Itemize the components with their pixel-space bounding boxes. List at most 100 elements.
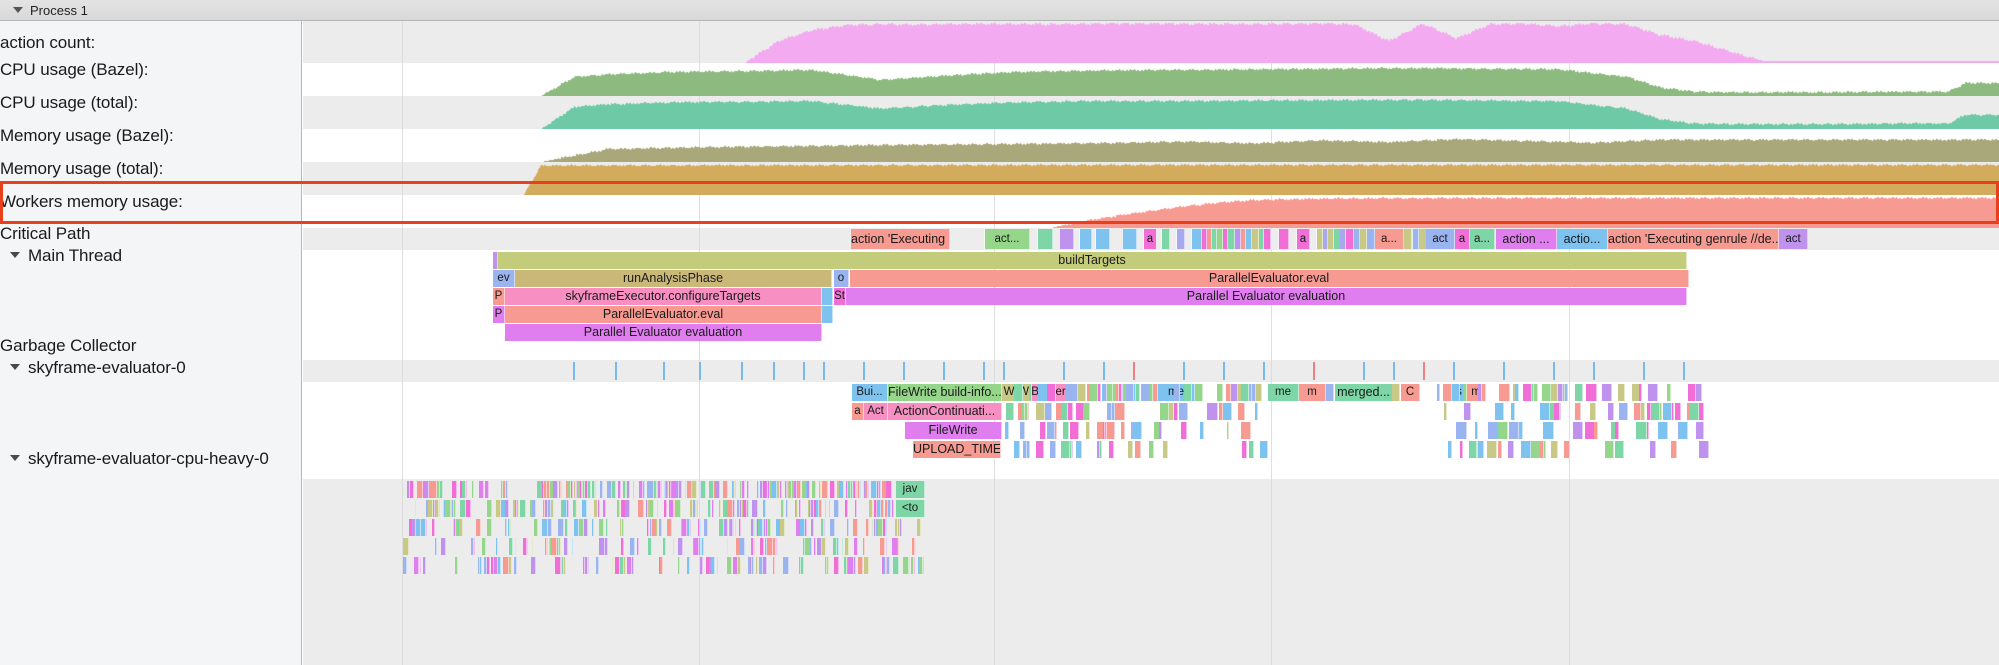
cpu-heavy-micro-slice[interactable]: [403, 557, 407, 574]
triangle-down-icon[interactable]: [10, 364, 20, 370]
skyframe-micro-slice[interactable]: [1175, 384, 1180, 401]
cpu-heavy-micro-slice[interactable]: [825, 557, 827, 574]
skyframe-slice[interactable]: merged...: [1335, 384, 1393, 401]
skyframe-slice[interactable]: [1066, 384, 1078, 401]
cpu-heavy-micro-slice[interactable]: [650, 500, 654, 517]
cpu-heavy-micro-slice[interactable]: [576, 481, 577, 498]
skyframe-micro-slice[interactable]: [1050, 441, 1056, 458]
cpu-heavy-micro-slice[interactable]: [814, 538, 816, 555]
cpu-heavy-micro-slice[interactable]: [856, 481, 858, 498]
cpu-heavy-micro-slice[interactable]: [548, 500, 551, 517]
skyframe-micro-slice[interactable]: [1475, 422, 1478, 439]
skyframe-micro-slice[interactable]: [1207, 403, 1218, 420]
skyframe-micro-slice[interactable]: [1066, 403, 1073, 420]
skyframe-micro-slice[interactable]: [1119, 384, 1122, 401]
cpu-heavy-micro-slice[interactable]: [420, 557, 421, 574]
gc-instant-marker[interactable]: [1103, 362, 1105, 380]
gc-instant-marker[interactable]: [773, 362, 775, 380]
cpu-heavy-micro-slice[interactable]: [833, 538, 837, 555]
skyframe-micro-slice[interactable]: [1531, 384, 1534, 401]
cpu-heavy-micro-slice[interactable]: [509, 557, 512, 574]
cpu-heavy-micro-slice[interactable]: [542, 481, 544, 498]
critical-path-slice[interactable]: action ...: [1496, 229, 1557, 249]
counter-track-memory-usage-bazel[interactable]: [303, 129, 1999, 162]
critical-path-slice[interactable]: [1289, 229, 1297, 249]
cpu-heavy-micro-slice[interactable]: [763, 557, 767, 574]
cpu-heavy-micro-slice[interactable]: [879, 500, 884, 517]
skyframe-micro-slice[interactable]: [1540, 403, 1550, 420]
critical-path-slice[interactable]: a: [1297, 229, 1310, 249]
cpu-heavy-micro-slice[interactable]: [452, 500, 456, 517]
cpu-heavy-micro-slice[interactable]: [678, 538, 683, 555]
skyframe-micro-slice[interactable]: [1249, 441, 1254, 458]
cpu-heavy-micro-slice[interactable]: [412, 519, 416, 536]
cpu-heavy-micro-slice[interactable]: [889, 481, 892, 498]
cpu-heavy-micro-slice[interactable]: [830, 519, 835, 536]
cpu-heavy-micro-slice[interactable]: [740, 481, 742, 498]
cpu-heavy-micro-slice[interactable]: [863, 481, 864, 498]
cpu-heavy-micro-slice[interactable]: [810, 538, 812, 555]
cpu-heavy-micro-slice[interactable]: [847, 519, 849, 536]
skyframe-micro-slice[interactable]: [1103, 422, 1105, 439]
cpu-heavy-micro-slice[interactable]: [506, 481, 508, 498]
cpu-heavy-micro-slice[interactable]: [620, 519, 622, 536]
cpu-heavy-micro-slice[interactable]: [553, 481, 558, 498]
cpu-heavy-micro-slice[interactable]: [719, 500, 721, 517]
cpu-heavy-micro-slice[interactable]: [783, 557, 789, 574]
track-label-cpu-usage-total[interactable]: CPU usage (total):: [0, 93, 139, 112]
skyframe-micro-slice[interactable]: [1159, 422, 1162, 439]
skyframe-micro-slice[interactable]: [1226, 384, 1231, 401]
cpu-heavy-micro-slice[interactable]: [884, 557, 886, 574]
skyframe-micro-slice[interactable]: [1128, 441, 1133, 458]
cpu-heavy-micro-slice[interactable]: [450, 500, 452, 517]
cpu-heavy-micro-slice[interactable]: [436, 481, 440, 498]
cpu-heavy-micro-slice[interactable]: [491, 557, 494, 574]
critical-path-slice[interactable]: [1138, 229, 1144, 249]
cpu-heavy-micro-slice[interactable]: [579, 519, 584, 536]
skyframe-micro-slice[interactable]: [1650, 441, 1656, 458]
skyframe-micro-slice[interactable]: [1444, 403, 1447, 420]
cpu-heavy-micro-slice[interactable]: [899, 519, 900, 536]
critical-path-slice[interactable]: actio...: [1557, 229, 1608, 249]
critical-path-slice[interactable]: [1271, 229, 1279, 249]
skyframe-micro-slice[interactable]: [1184, 384, 1192, 401]
cpu-heavy-micro-slice[interactable]: [885, 500, 888, 517]
cpu-heavy-micro-slice[interactable]: [809, 500, 814, 517]
skyframe-micro-slice[interactable]: [1618, 441, 1624, 458]
skyframe-micro-slice[interactable]: [1135, 441, 1141, 458]
gc-instant-marker[interactable]: [663, 362, 665, 380]
skyframe-micro-slice[interactable]: [1238, 403, 1245, 420]
critical-path-slice[interactable]: [1340, 229, 1346, 249]
skyframe-micro-slice[interactable]: [1487, 441, 1497, 458]
cpu-heavy-micro-slice[interactable]: [612, 481, 616, 498]
cpu-heavy-micro-slice[interactable]: [829, 500, 830, 517]
cpu-heavy-micro-slice[interactable]: [586, 481, 591, 498]
skyframe-micro-slice[interactable]: [1116, 384, 1119, 401]
cpu-heavy-micro-slice[interactable]: [547, 538, 548, 555]
cpu-heavy-micro-slice[interactable]: [854, 557, 856, 574]
skyframe-micro-slice[interactable]: [1231, 384, 1238, 401]
cpu-heavy-micro-slice[interactable]: [863, 538, 865, 555]
gc-instant-marker[interactable]: [615, 362, 617, 380]
cpu-heavy-micro-slice[interactable]: [479, 557, 482, 574]
cpu-heavy-micro-slice[interactable]: [775, 481, 780, 498]
cpu-heavy-micro-slice[interactable]: [733, 481, 735, 498]
cpu-heavy-micro-slice[interactable]: [851, 481, 853, 498]
skyframe-micro-slice[interactable]: [1449, 384, 1460, 401]
cpu-heavy-micro-slice[interactable]: [545, 500, 548, 517]
cpu-heavy-micro-slice[interactable]: [496, 500, 501, 517]
skyframe-micro-slice[interactable]: [1515, 384, 1519, 401]
cpu-heavy-micro-slice[interactable]: [701, 557, 703, 574]
cpu-heavy-micro-slice[interactable]: [625, 500, 630, 517]
cpu-heavy-micro-slice[interactable]: [757, 481, 759, 498]
cpu-heavy-micro-slice[interactable]: [423, 557, 426, 574]
cpu-heavy-micro-slice[interactable]: [912, 538, 915, 555]
cpu-heavy-micro-slice[interactable]: [890, 500, 892, 517]
gc-instant-marker[interactable]: [699, 362, 701, 380]
cpu-heavy-micro-slice[interactable]: [526, 538, 528, 555]
cpu-heavy-micro-slice[interactable]: [638, 500, 644, 517]
cpu-heavy-micro-slice[interactable]: [855, 500, 857, 517]
skyframe-micro-slice[interactable]: [1061, 441, 1070, 458]
cpu-heavy-micro-slice[interactable]: [592, 481, 595, 498]
skyframe-micro-slice[interactable]: [1646, 422, 1649, 439]
